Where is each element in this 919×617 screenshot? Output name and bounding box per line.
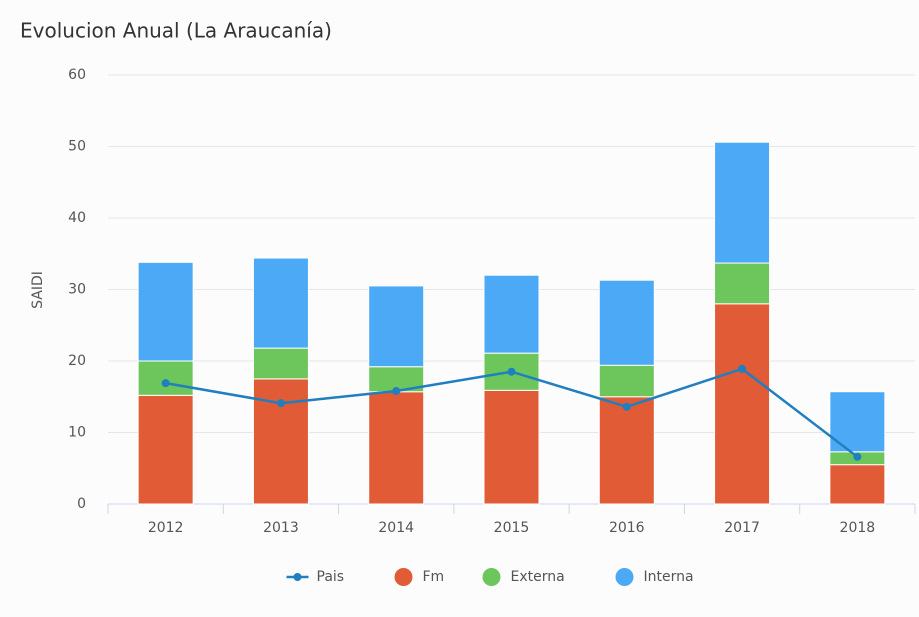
bar-segment	[714, 303, 771, 505]
line-point	[507, 367, 516, 376]
legend-symbol	[394, 568, 413, 586]
bar-segment	[714, 262, 771, 305]
bar-segment	[137, 360, 194, 396]
y-tick-label: 20	[68, 353, 86, 369]
line-point	[276, 399, 285, 408]
legend-label: Pais	[317, 569, 345, 585]
y-axis-title: SAIDI	[30, 271, 46, 309]
y-tick-label: 10	[68, 425, 86, 441]
bar-segment	[252, 347, 309, 380]
bar-segment	[598, 396, 655, 505]
legend-label: Externa	[511, 569, 565, 585]
bar-segment	[483, 389, 540, 505]
line-point	[161, 379, 170, 388]
bar-segment	[252, 378, 309, 505]
legend-symbol	[615, 568, 634, 586]
bar-segment	[714, 141, 771, 264]
legend-label: Interna	[644, 569, 694, 585]
x-tick-label: 2015	[494, 520, 530, 536]
bar-segment	[137, 261, 194, 362]
y-tick-label: 40	[68, 210, 86, 226]
x-tick-label: 2013	[263, 520, 299, 536]
line-point	[738, 364, 747, 373]
line-point	[622, 402, 631, 411]
x-tick-label: 2018	[840, 520, 876, 536]
bar-segment	[598, 279, 655, 366]
bar-segment	[368, 285, 425, 368]
legend-symbol	[482, 568, 501, 586]
bar-segment	[368, 391, 425, 505]
line-point	[392, 387, 401, 396]
y-tick-label: 0	[77, 496, 86, 512]
legend-symbol	[293, 573, 302, 581]
x-tick-label: 2017	[724, 520, 760, 536]
bar-segment	[252, 257, 309, 349]
x-tick-label: 2014	[378, 520, 414, 536]
bar-segment	[829, 464, 886, 505]
y-tick-label: 50	[68, 139, 86, 155]
x-tick-label: 2012	[148, 520, 184, 536]
bar-segment	[137, 394, 194, 505]
y-tick-label: 60	[68, 67, 86, 83]
legend-label: Fm	[423, 569, 445, 585]
bar-segment	[483, 274, 540, 354]
y-tick-label: 30	[68, 282, 86, 298]
x-tick-label: 2016	[609, 520, 645, 536]
chart-title: Evolucion Anual (La Araucanía)	[20, 19, 332, 43]
line-point	[853, 452, 862, 461]
bar-segment	[598, 364, 655, 398]
